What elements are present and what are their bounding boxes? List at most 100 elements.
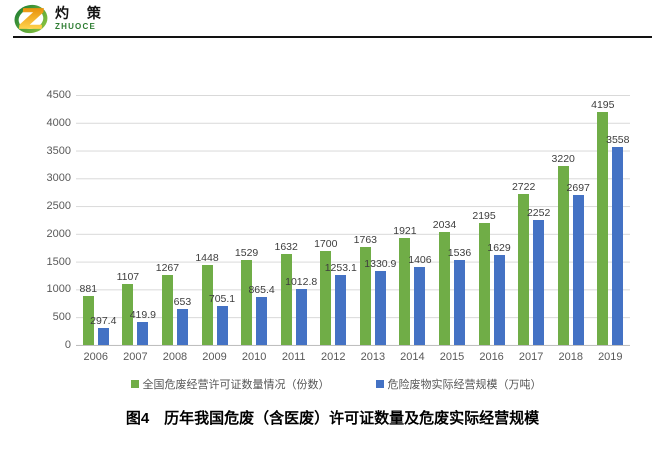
scale-bar-2016: 1629 (487, 242, 511, 345)
bar-value-label: 1330.9 (364, 258, 397, 271)
bar-group-2006: 881 297.4 (76, 95, 116, 345)
bar-value-label: 3558 (606, 134, 630, 147)
bar-value-label: 1529 (234, 247, 259, 260)
x-axis-label-2013: 2013 (360, 351, 386, 363)
permits-bar-2011: 1632 (274, 241, 298, 345)
scale-bar-2012: 1253.1 (325, 262, 357, 345)
scale-bar-2007: 419.9 (130, 309, 156, 345)
bar-value-label: 1763 (353, 234, 378, 247)
x-axis-label-2011: 2011 (281, 351, 306, 363)
permits-bar-2009: 1448 (195, 252, 219, 345)
x-axis-label-2009: 2009 (202, 351, 227, 363)
bar-value-label: 2195 (472, 210, 496, 223)
scale-bar-2011: 1012.8 (285, 276, 317, 345)
x-axis-label-2015: 2015 (439, 351, 465, 363)
legend-item-permits: 全国危废经营许可证数量情况（份数） (130, 376, 330, 392)
x-axis-labels: 2006 2007 2008 2009 2010 2011 2012 2013 2014 2015… (76, 351, 630, 363)
bar-group-2015: 2034 1536 (432, 95, 472, 345)
bar-value-label: 2252 (526, 206, 551, 219)
bar-value-label: 1448 (195, 251, 219, 264)
bar-chart: 4500 4000 3500 3000 2500 2000 1500 1000 500 0 881… (42, 89, 630, 392)
y-axis-labels: 4500 4000 3500 3000 2500 2000 1500 1000 500 0 (42, 89, 76, 351)
chart-legend: 全国危废经营许可证数量情况（份数） 危险废物实际经营规模（万吨） (42, 376, 630, 392)
scale-bar-2013: 1330.9 (364, 258, 396, 345)
legend-swatch-green (130, 380, 139, 388)
bar-group-2012: 1700 1253.1 (313, 95, 357, 345)
legend-swatch-blue (375, 380, 384, 388)
permits-bar-2018: 3220 (552, 153, 575, 345)
scale-bar-2006: 297.4 (90, 315, 116, 345)
y-axis-tick: 2000 (46, 227, 71, 240)
permits-bar-2016: 2195 (472, 210, 496, 345)
bar-group-2017: 2722 2252 (511, 95, 551, 345)
y-axis-tick: 2500 (46, 200, 71, 213)
zhuoce-logo-icon (14, 4, 48, 34)
bar-value-label: 705.1 (208, 292, 236, 305)
x-axis-label-2008: 2008 (162, 351, 188, 363)
bar-value-label: 653 (173, 295, 192, 308)
y-axis-tick: 3500 (46, 144, 71, 157)
bar-group-2010: 1529 865.4 (234, 95, 275, 345)
y-axis-tick: 4000 (46, 116, 71, 129)
permits-bar-2017: 2722 (512, 181, 535, 345)
logo-text: 灼 策 ZHUOCE (55, 6, 108, 31)
scale-bar-2014: 1406 (408, 254, 432, 345)
legend-item-scale: 危险废物实际经营规模（万吨） (375, 376, 542, 392)
x-axis-label-2019: 2019 (598, 351, 623, 363)
bar-group-2008: 1267 653 (155, 95, 195, 345)
scale-bar-2009: 705.1 (209, 293, 235, 345)
logo-title: 灼 策 (55, 5, 108, 21)
bar-value-label: 2697 (566, 182, 590, 195)
permits-bar-2010: 1529 (235, 247, 258, 345)
bar-value-label: 297.4 (90, 315, 117, 328)
permits-bar-2014: 1921 (393, 225, 417, 345)
bar-group-2011: 1632 1012.8 (274, 95, 317, 345)
x-axis-label-2017: 2017 (518, 351, 544, 363)
logo-subtitle: ZHUOCE (55, 22, 96, 31)
scale-bar-2017: 2252 (527, 207, 550, 345)
bar-value-label: 1536 (447, 246, 472, 259)
bar-groups: 881 297.4 1107 419.9 1267 653 1448 705.1 1529 865… (76, 95, 630, 345)
x-axis-label-2016: 2016 (479, 351, 504, 363)
bar-group-2009: 1448 705.1 (195, 95, 235, 345)
bar-value-label: 1012.8 (285, 275, 318, 288)
bar-value-label: 881 (79, 283, 98, 296)
bar-group-2018: 3220 2697 (551, 95, 591, 345)
legend-label-scale: 危险废物实际经营规模（万吨） (387, 379, 542, 391)
bar-value-label: 1253.1 (324, 262, 357, 275)
permits-bar-2015: 2034 (433, 219, 456, 345)
bar-value-label: 419.9 (129, 308, 156, 321)
x-axis-label-2007: 2007 (123, 351, 148, 363)
y-axis-tick: 1500 (46, 255, 71, 268)
bar-value-label: 1921 (393, 225, 417, 238)
permits-bar-2013: 1763 (354, 234, 377, 345)
scale-bar-2015: 1536 (448, 247, 471, 345)
y-axis-tick: 0 (64, 339, 71, 351)
bar-value-label: 1700 (314, 237, 338, 250)
header-divider (13, 36, 652, 38)
x-axis-label-2010: 2010 (241, 351, 267, 363)
x-axis-label-2018: 2018 (558, 351, 583, 363)
legend-label-permits: 全国危废经营许可证数量情况（份数） (142, 379, 330, 391)
scale-bar-2010: 865.4 (248, 284, 275, 345)
bar-value-label: 4195 (591, 98, 615, 111)
y-axis-tick: 500 (52, 311, 71, 324)
permits-bar-2012: 1700 (314, 238, 337, 345)
bar-group-2014: 1921 1406 (393, 95, 433, 345)
y-axis-tick: 3000 (46, 172, 71, 185)
bar-group-2013: 1763 1330.9 (353, 95, 396, 345)
bar-value-label: 1107 (116, 270, 140, 283)
y-axis-tick: 4500 (46, 89, 71, 101)
bar-value-label: 865.4 (248, 283, 275, 296)
x-axis-label-2012: 2012 (321, 351, 346, 363)
scale-bar-2008: 653 (174, 296, 191, 345)
bar-value-label: 1629 (487, 241, 511, 254)
bar-value-label: 1406 (408, 253, 432, 266)
bar-value-label: 1267 (155, 261, 180, 274)
permits-bar-2007: 1107 (117, 271, 139, 345)
plot-area: 881 297.4 1107 419.9 1267 653 1448 705.1 1529 865… (76, 95, 630, 346)
bar-group-2007: 1107 419.9 (116, 95, 156, 345)
bar-value-label: 3220 (551, 153, 575, 166)
permits-bar-2019: 4195 (591, 99, 614, 345)
bar-value-label: 1632 (274, 241, 298, 254)
